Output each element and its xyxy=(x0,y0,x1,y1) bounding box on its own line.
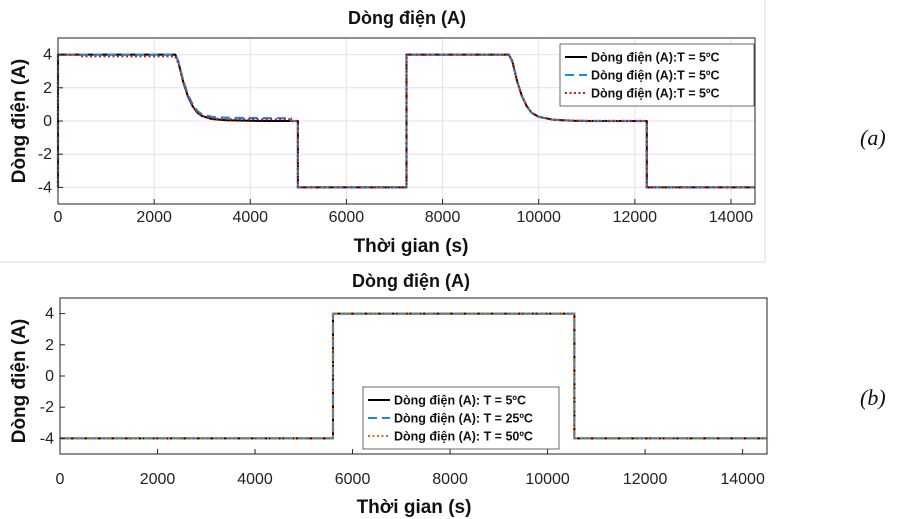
chart-a-series-3-line xyxy=(56,53,755,189)
chart-a-x-tick-label: 0 xyxy=(54,209,63,226)
chart-a-ticks: 0 2000 4000 6000 8000 10000 12000 14000 -4 -2 0 2 4 xyxy=(38,47,754,226)
chart-a-y-tick-label: -4 xyxy=(38,179,52,196)
chart-b-x-tick-label: 10000 xyxy=(525,471,570,488)
chart-b-series-layer xyxy=(60,312,767,440)
chart-b-x-tick-label: 4000 xyxy=(237,471,273,488)
chart-b-x-tick-label: 2000 xyxy=(140,471,176,488)
chart-a-y-tick-label: 0 xyxy=(43,113,52,130)
chart-b-legend-box xyxy=(362,386,560,450)
chart-a-x-tick-label: 10000 xyxy=(516,209,561,226)
chart-b-y-tick-label: 0 xyxy=(45,368,54,385)
chart-b-y-tick-label: 4 xyxy=(45,306,54,323)
chart-a-y-tick-label: 2 xyxy=(43,80,52,97)
chart-a-x-tick-label: 12000 xyxy=(613,209,658,226)
chart-b-y-tick-label: -4 xyxy=(40,430,54,447)
chart-b-x-tick-label: 0 xyxy=(56,471,65,488)
chart-b: Dòng điện (A) 0 2000 4000 6000 8000 10000 1200… xyxy=(9,271,886,518)
chart-a-x-tick-label: 6000 xyxy=(329,209,365,226)
chart-b-x-tick-label: 6000 xyxy=(335,471,371,488)
chart-b-y-tick-label: 2 xyxy=(45,337,54,354)
chart-a-series-layer xyxy=(56,53,755,189)
chart-b-y-tick-label: -2 xyxy=(40,399,54,416)
chart-a-x-tick-label: 14000 xyxy=(709,209,754,226)
chart-a-legend-label: Dòng điện (A):T = 5ºC xyxy=(591,87,720,101)
chart-b-title: Dòng điện (A) xyxy=(352,271,470,291)
chart-b-x-axis-label: Thời gian (s) xyxy=(357,497,472,518)
chart-a-x-tick-label: 4000 xyxy=(232,209,268,226)
chart-a-title: Dòng điện (A) xyxy=(348,8,466,28)
chart-a-x-tick-label: 2000 xyxy=(136,209,172,226)
chart-b-ticks: 0 2000 4000 6000 8000 10000 12000 14000 -4 -2 0 2 4 xyxy=(40,306,765,488)
chart-a-legend: Dòng điện (A):T = 5ºC Dòng điện (A):T = 5… xyxy=(559,43,755,107)
chart-b-y-axis-label: Dòng điện (A) xyxy=(9,319,30,444)
chart-b-legend-label: Dòng điện (A): T = 5ºC xyxy=(394,394,526,408)
caption-a: (a) xyxy=(860,125,886,150)
chart-a-legend-label: Dòng điện (A):T = 5ºC xyxy=(591,51,720,65)
chart-a-legend-label: Dòng điện (A):T = 5ºC xyxy=(591,69,720,83)
caption-b: (b) xyxy=(860,385,886,410)
chart-a-y-tick-label: -2 xyxy=(38,146,52,163)
chart-b-x-tick-label: 14000 xyxy=(720,471,765,488)
chart-b-legend-label: Dòng điện (A): T = 25ºC xyxy=(394,412,533,426)
chart-a: Dòng điện (A) 0 2000 4000 6000 8000 10000 1200… xyxy=(0,0,886,263)
chart-a-x-axis-label: Thời gian (s) xyxy=(354,236,469,257)
chart-b-series-3-line xyxy=(60,312,767,440)
chart-a-legend-box xyxy=(559,43,755,107)
chart-a-x-tick-label: 8000 xyxy=(425,209,461,226)
chart-a-y-axis-label: Dòng điện (A) xyxy=(9,59,30,184)
chart-b-x-tick-label: 12000 xyxy=(623,471,668,488)
chart-b-legend: Dòng điện (A): T = 5ºC Dòng điện (A): T =… xyxy=(362,386,560,450)
chart-b-x-tick-label: 8000 xyxy=(432,471,468,488)
chart-a-y-tick-label: 4 xyxy=(43,47,52,64)
chart-a-series-2-line xyxy=(56,53,755,189)
chart-b-legend-label: Dòng điện (A): T = 50ºC xyxy=(394,430,533,444)
